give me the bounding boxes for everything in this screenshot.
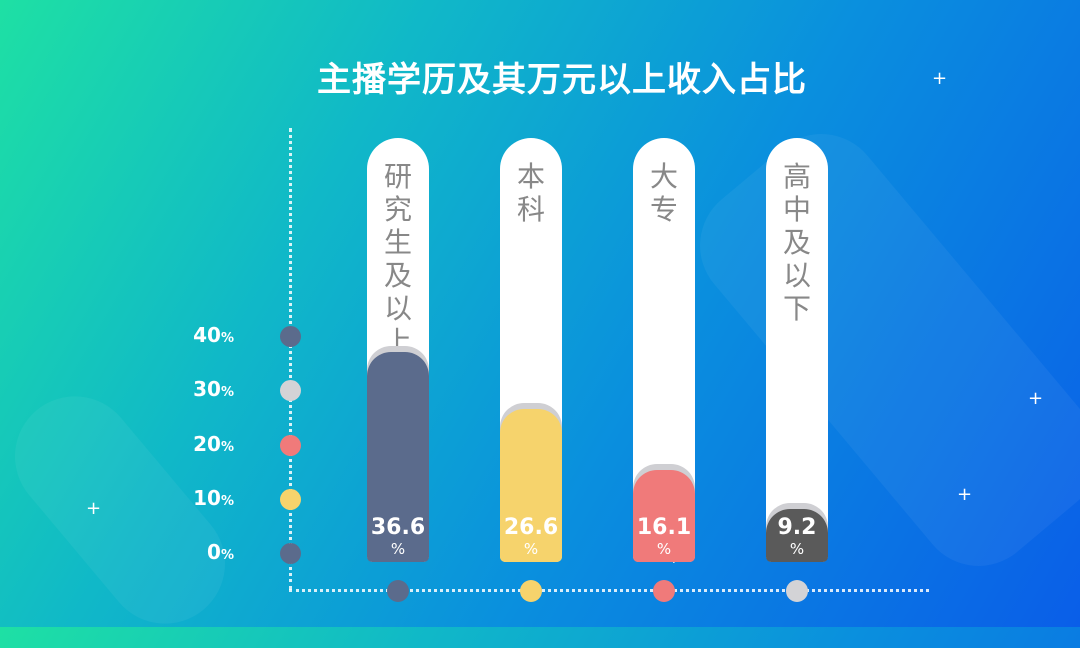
chart-title: 主播学历及其万元以上收入占比 <box>317 60 807 100</box>
y-tick-label: 40% <box>193 323 234 347</box>
category-label: 大专 <box>649 160 678 226</box>
bar: 36.6% <box>367 351 429 562</box>
bar: 26.6% <box>500 409 562 562</box>
sparkle-icon: + <box>957 484 973 505</box>
category-label: 研究生及以上 <box>383 160 412 358</box>
category-label: 本科 <box>516 160 545 226</box>
sparkle-icon: + <box>932 68 948 89</box>
y-axis <box>289 128 292 590</box>
x-axis <box>289 589 929 592</box>
x-axis-dot <box>653 580 675 602</box>
x-axis-dot <box>387 580 409 602</box>
bar: 16.1% <box>633 469 695 562</box>
y-tick-dot <box>280 380 301 401</box>
y-tick-dot <box>280 326 301 347</box>
data-label: 9.2 <box>777 514 817 540</box>
x-axis-dot <box>520 580 542 602</box>
sparkle-icon: + <box>86 498 102 519</box>
category-label: 高中及以下 <box>782 160 811 325</box>
y-tick-dot <box>280 435 301 456</box>
x-axis-dot <box>786 580 808 602</box>
data-label-unit: % <box>656 539 672 558</box>
background-decoration <box>675 109 1080 591</box>
data-label: 36.6 <box>370 514 426 540</box>
y-tick-label: 10% <box>193 486 234 510</box>
y-tick-label: 0% <box>207 540 234 564</box>
y-tick-label: 30% <box>193 377 234 401</box>
data-label: 16.1 <box>636 514 692 540</box>
data-label-unit: % <box>390 539 406 558</box>
data-label-unit: % <box>789 539 805 558</box>
y-tick-dot <box>280 489 301 510</box>
y-tick-dot <box>280 543 301 564</box>
sparkle-icon: + <box>1028 388 1044 409</box>
y-tick-label: 20% <box>193 432 234 456</box>
bar-track: 高中及以下 <box>766 138 828 562</box>
bar: 9.2% <box>766 509 828 562</box>
data-label-unit: % <box>523 539 539 558</box>
data-label: 26.6 <box>503 514 559 540</box>
